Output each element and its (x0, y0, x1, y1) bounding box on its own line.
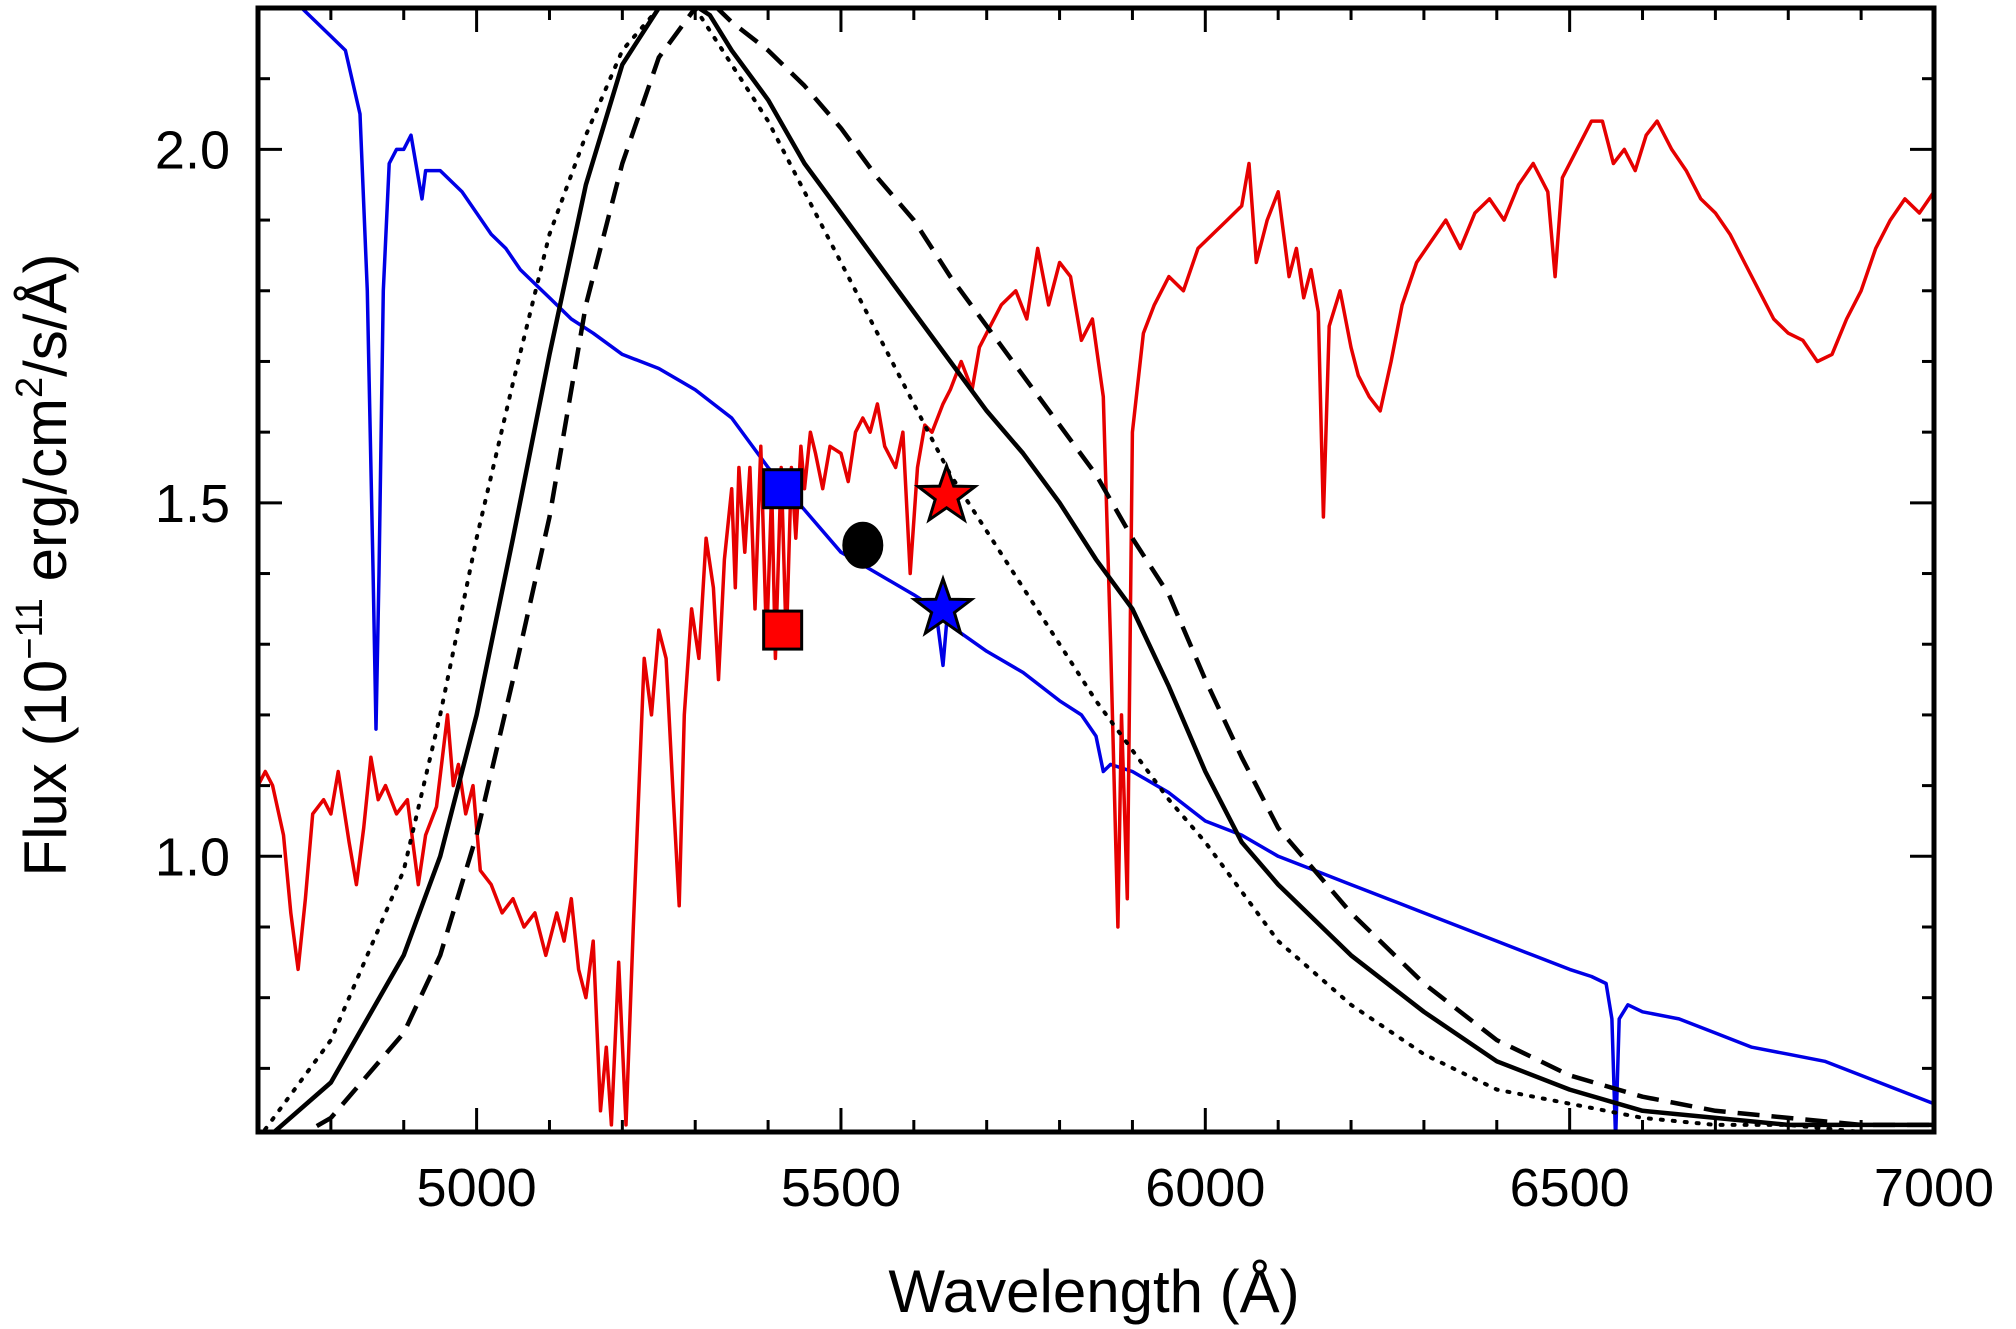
y-axis-title-exponent: −11 (9, 598, 51, 660)
y-axis-title-prefix: Flux (10 (12, 660, 79, 877)
series-line-black-solid (270, 8, 1934, 1132)
x-axis-title: Wavelength (Å) (888, 1258, 1299, 1325)
marker-circle-2 (842, 521, 884, 569)
tick-layer: 5000 5500 6000 6500 7000 1.0 1.5 2.0 (155, 8, 1994, 1218)
x-tick-label: 6000 (1145, 1158, 1265, 1218)
series-line-red-spectrum (258, 119, 1934, 1127)
marker-star-4 (910, 574, 976, 637)
series-layer (258, 8, 1934, 1132)
series-line-blue-spectrum (298, 8, 1934, 1132)
marker-layer (762, 461, 980, 651)
series-line-black-dotted (260, 8, 1934, 1132)
x-tick-label: 7000 (1874, 1158, 1994, 1218)
y-tick-label: 2.0 (155, 120, 230, 180)
x-tick-label: 6500 (1510, 1158, 1630, 1218)
y-axis-title-middle: erg/cm (12, 398, 79, 598)
x-tick-label: 5500 (781, 1158, 901, 1218)
x-tick-label: 5000 (417, 1158, 537, 1218)
marker-square-0 (762, 468, 804, 510)
marker-square-1 (762, 609, 804, 651)
y-tick-label: 1.0 (155, 827, 230, 887)
y-axis-title-exponent2: 2 (9, 377, 51, 398)
marker-star-3 (913, 461, 980, 524)
series-line-black-dashed (302, 8, 1934, 1132)
plot-frame (255, 5, 1937, 1135)
y-axis-title-suffix: /s/Å) (12, 254, 79, 377)
y-tick-label: 1.5 (155, 474, 230, 534)
y-axis-title: Flux (10−11 erg/cm2/s/Å) (9, 254, 79, 877)
